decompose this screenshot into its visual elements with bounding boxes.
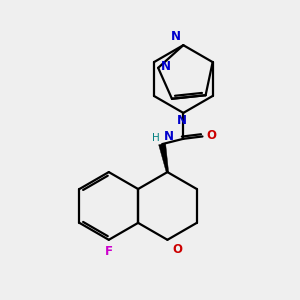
Text: N: N <box>171 30 181 43</box>
Text: O: O <box>173 243 183 256</box>
Text: N: N <box>160 60 170 73</box>
Text: N: N <box>177 114 187 128</box>
Polygon shape <box>159 143 169 172</box>
Text: N: N <box>164 130 174 143</box>
Text: H: H <box>152 133 160 143</box>
Text: F: F <box>105 245 113 258</box>
Text: O: O <box>206 129 216 142</box>
